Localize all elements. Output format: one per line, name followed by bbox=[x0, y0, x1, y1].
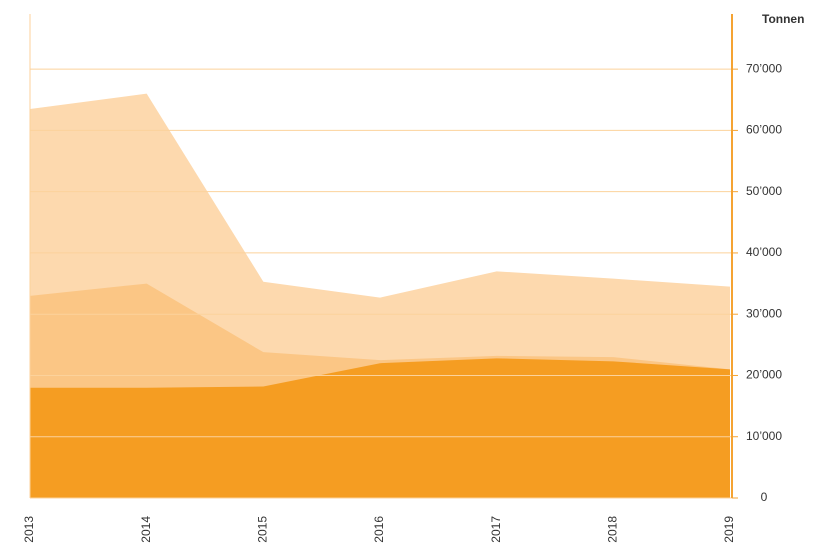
y-tick-label: 10’000 bbox=[746, 429, 782, 443]
x-tick-label: 2019 bbox=[722, 516, 736, 543]
x-tick-label: 2015 bbox=[256, 516, 270, 543]
y-tick-label: 60’000 bbox=[746, 123, 782, 137]
y-axis-label: Tonnen bbox=[762, 12, 804, 26]
y-tick-label: 70’000 bbox=[746, 61, 782, 75]
x-tick-label: 2017 bbox=[489, 516, 503, 543]
y-tick-label: 20’000 bbox=[746, 368, 782, 382]
x-tick-label: 2013 bbox=[22, 516, 36, 543]
area bbox=[30, 358, 730, 498]
x-tick-label: 2014 bbox=[139, 516, 153, 543]
y-tick-label: 50’000 bbox=[746, 184, 782, 198]
x-tick-label: 2016 bbox=[372, 516, 386, 543]
y-tick-label: 40’000 bbox=[746, 245, 782, 259]
y-tick-label: 0 bbox=[761, 490, 768, 504]
y-tick-label: 30’000 bbox=[746, 306, 782, 320]
x-tick-label: 2018 bbox=[606, 516, 620, 543]
